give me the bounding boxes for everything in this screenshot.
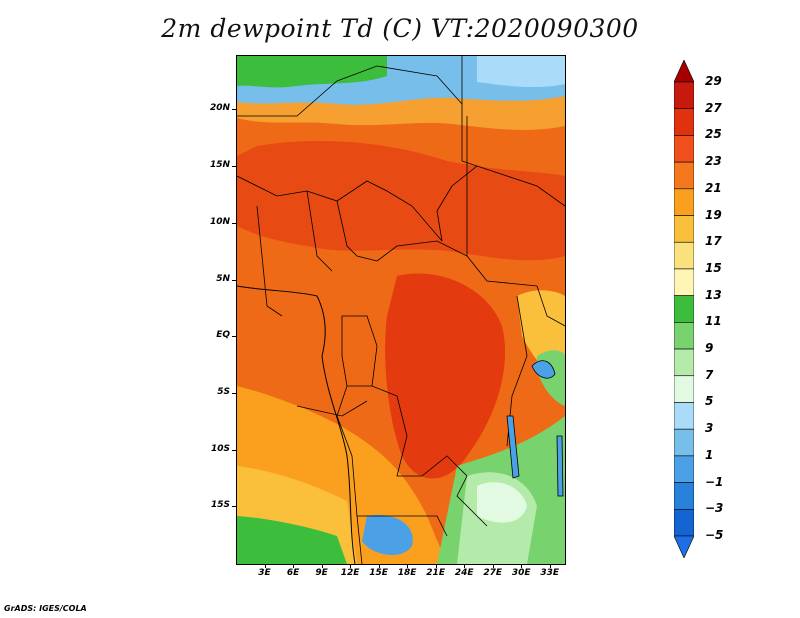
colorbar-level-label: 9 — [705, 341, 714, 356]
colorbar-level-label: 29 — [705, 74, 722, 88]
colorbar-level-label: 17 — [705, 234, 722, 249]
colorbar-swatch — [674, 482, 694, 510]
colorbar-swatch — [674, 428, 694, 457]
colorbar-level-label: 25 — [705, 127, 722, 142]
lon-tick-mark — [464, 564, 466, 568]
lon-tick-label: 15E — [369, 568, 388, 578]
lat-tick-mark — [232, 109, 236, 111]
colorbar-level-label: 21 — [705, 180, 722, 195]
lat-tick-label: 10N — [209, 216, 230, 227]
lat-tick-mark — [232, 166, 236, 168]
colorbar-swatch — [674, 268, 694, 296]
lat-tick-mark — [232, 392, 236, 394]
field-southwest-green — [237, 516, 347, 564]
lon-tick-label: 3E — [258, 568, 271, 578]
lake-victoria — [531, 360, 556, 379]
lon-tick-label: 12E — [340, 568, 360, 578]
coastline — [237, 285, 356, 564]
colorbar-level-label: 13 — [705, 287, 722, 302]
lon-tick-mark — [407, 564, 409, 568]
lon-tick-mark — [264, 564, 266, 568]
lat-tick-mark — [232, 449, 236, 451]
lon-tick-mark — [350, 564, 352, 568]
dewpoint-map — [236, 55, 566, 565]
lon-tick-label: 24E — [454, 568, 474, 578]
colorbar-level-label: 1 — [705, 447, 714, 462]
field-southeast-pale — [477, 482, 527, 523]
colorbar-level-label: −5 — [705, 528, 724, 542]
field-south-blue — [362, 515, 413, 556]
lat-tick-label: EQ — [216, 330, 230, 341]
colorbar-swatch — [674, 135, 694, 163]
lon-tick-label: 27E — [483, 568, 503, 578]
lon-tick-mark — [321, 564, 323, 568]
lat-tick-label: 15N — [209, 160, 230, 171]
colorbar-level-label: 15 — [705, 260, 722, 275]
colorbar-level-label: 7 — [705, 367, 714, 382]
colorbar-swatch — [674, 215, 694, 243]
colorbar-swatch — [674, 161, 694, 190]
colorbar-level-label: −1 — [705, 474, 724, 489]
lon-tick-mark — [293, 564, 295, 568]
colorbar-swatch — [674, 455, 694, 483]
map-canvas — [237, 56, 565, 564]
lat-tick-label: 10S — [210, 443, 230, 454]
lon-tick-mark — [378, 564, 380, 568]
country-borders — [237, 56, 565, 564]
colorbar-swatch — [674, 348, 694, 377]
colorbar-swatch — [674, 508, 694, 537]
lat-tick-label: 20N — [209, 103, 230, 114]
colorbar-level-label: 5 — [705, 394, 714, 409]
lat-tick-mark — [232, 279, 236, 281]
lon-tick-label: 30E — [511, 568, 531, 578]
colorbar-swatch — [674, 81, 694, 110]
map-title: 2m dewpoint Td (C) VT:2020090300 — [161, 14, 639, 43]
colorbar — [674, 60, 694, 558]
colorbar-level-label: 27 — [705, 100, 722, 115]
colorbar-level-label: 3 — [705, 421, 714, 436]
lat-tick-label: 5N — [216, 273, 230, 284]
colorbar-level-label: 23 — [705, 154, 722, 169]
colorbar-swatch — [674, 375, 694, 403]
grads-credit: GrADS: IGES/COLA — [4, 604, 87, 613]
lon-tick-mark — [521, 564, 523, 568]
lon-tick-label: 18E — [397, 568, 417, 578]
colorbar-swatch — [674, 108, 694, 136]
lat-tick-mark — [232, 506, 236, 508]
lon-tick-mark — [492, 564, 494, 568]
field-sahel-core — [237, 141, 565, 261]
colorbar-level-label: 11 — [705, 314, 722, 329]
colorbar-swatch — [674, 241, 694, 270]
colorbar-level-label: 19 — [705, 207, 722, 222]
lat-tick-label: 15S — [210, 500, 230, 511]
field-northeast-pale — [477, 56, 565, 88]
colorbar-swatch — [674, 322, 694, 350]
lon-tick-label: 6E — [286, 568, 300, 578]
lon-tick-label: 33E — [540, 568, 560, 578]
lake-malawi — [556, 435, 564, 497]
colorbar-swatch — [674, 295, 694, 323]
lakes — [506, 360, 564, 497]
lat-tick-label: 5S — [217, 386, 230, 397]
colorbar-swatch — [674, 188, 694, 216]
lon-tick-label: 21E — [426, 568, 445, 578]
field-north-green — [237, 56, 387, 88]
field-congo-core — [385, 273, 506, 479]
colorbar-swatch — [674, 402, 694, 430]
lon-tick-label: 9E — [315, 568, 328, 578]
colorbar-bottom-arrow — [674, 535, 694, 558]
lon-tick-mark — [549, 564, 551, 568]
colorbar-level-label: −3 — [705, 501, 724, 516]
lake-tanganyika — [506, 415, 520, 479]
lon-tick-mark — [435, 564, 437, 568]
colorbar-top-arrow — [674, 60, 694, 83]
lat-tick-mark — [232, 222, 236, 224]
lat-tick-mark — [232, 336, 236, 338]
